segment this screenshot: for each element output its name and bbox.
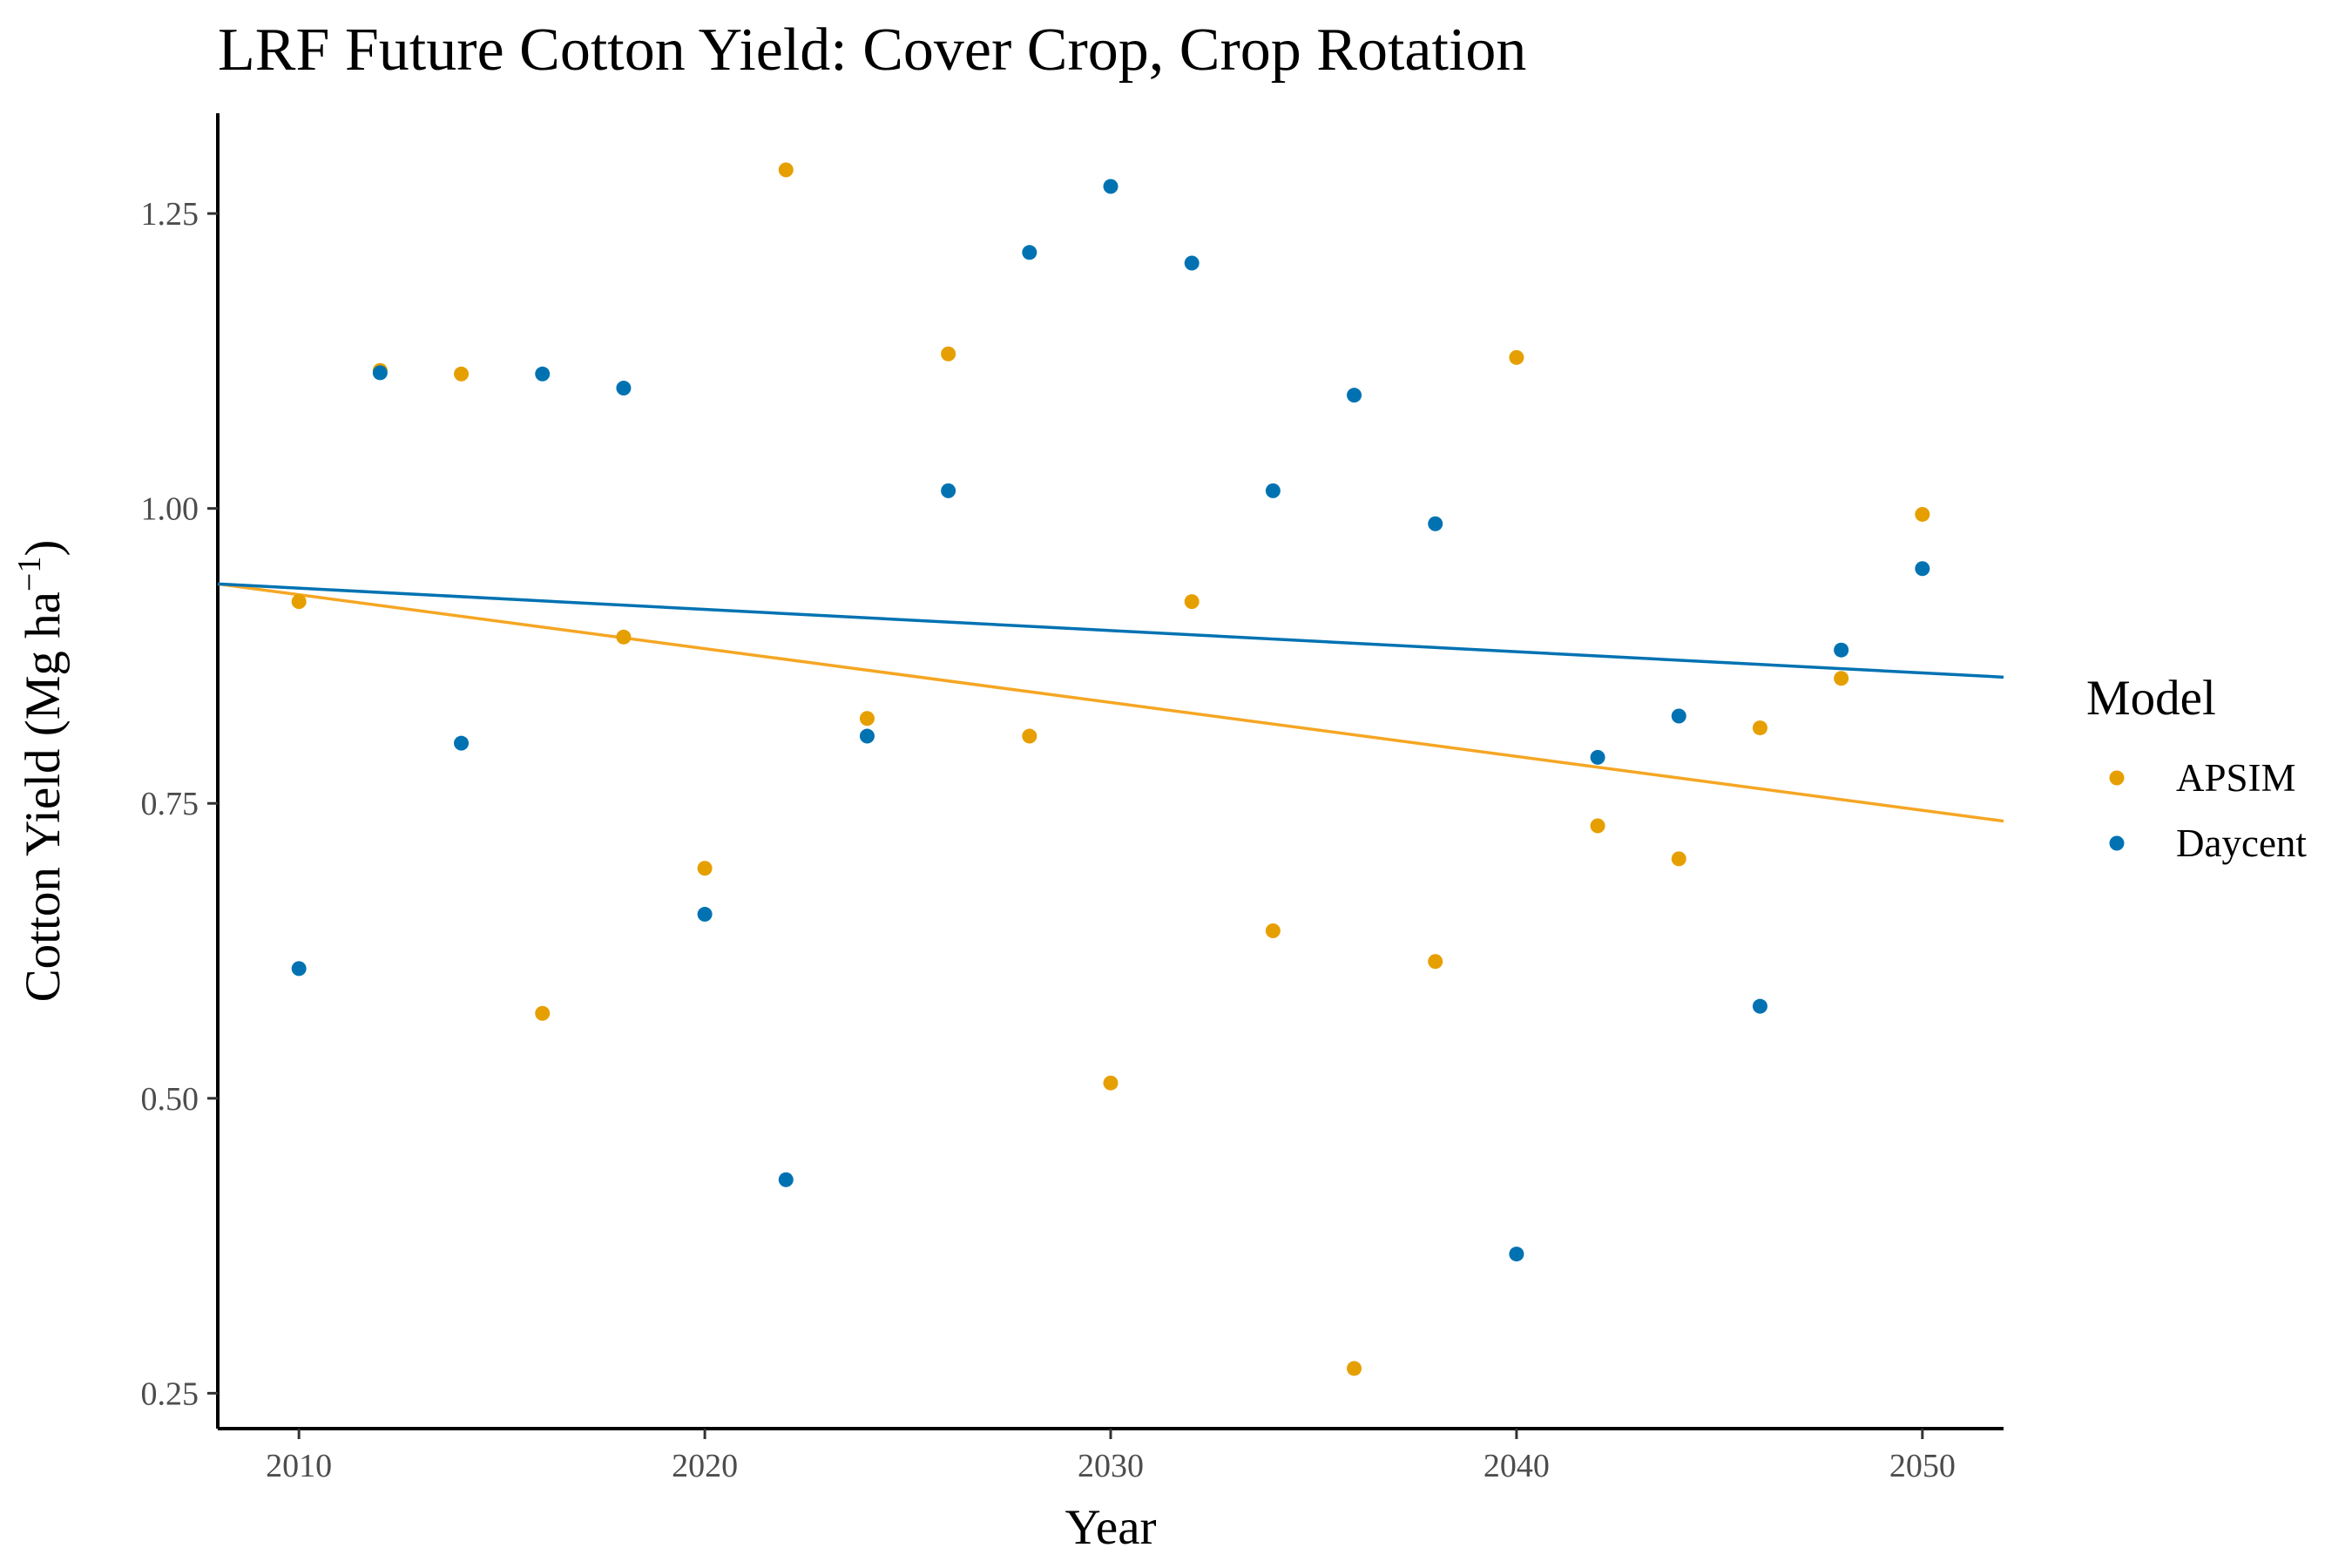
y-tick-label: 0.25 <box>141 1375 199 1412</box>
y-axis-title: Cotton Yield (Mg ha−1) <box>11 540 71 1003</box>
point-apsim <box>291 594 307 610</box>
point-apsim <box>1022 728 1037 744</box>
point-apsim <box>1590 818 1605 834</box>
point-daycent <box>1347 388 1362 403</box>
point-apsim <box>1509 349 1524 365</box>
point-apsim <box>454 366 470 382</box>
point-apsim <box>1428 954 1443 970</box>
point-daycent <box>454 735 470 751</box>
y-tick-label: 0.75 <box>141 786 199 822</box>
point-apsim <box>1347 1361 1362 1376</box>
trend-line-daycent <box>217 582 2004 679</box>
point-apsim <box>1834 671 1849 686</box>
axes <box>216 113 2004 1430</box>
point-apsim <box>1184 594 1200 610</box>
y-axis-title-close: ) <box>16 540 71 557</box>
point-daycent <box>778 1172 794 1187</box>
point-daycent <box>1428 516 1443 531</box>
trend-lines <box>217 582 2004 823</box>
y-tick-label: 0.50 <box>141 1081 199 1118</box>
point-daycent <box>535 366 551 382</box>
point-apsim <box>859 711 875 727</box>
point-apsim <box>1915 506 1930 522</box>
x-tick-label: 2010 <box>266 1448 332 1484</box>
point-daycent <box>941 483 956 498</box>
point-daycent <box>1103 179 1119 194</box>
x-tick-label: 2030 <box>1078 1448 1144 1484</box>
x-axis-title: Year <box>1064 1500 1156 1555</box>
point-apsim <box>616 629 632 645</box>
x-axis-ticks: 2010 2020 2030 2040 2050 <box>266 1429 1956 1484</box>
point-daycent <box>1184 255 1200 271</box>
legend: Model APSIM Daycent <box>2086 671 2307 865</box>
legend-key-daycent <box>2109 835 2125 851</box>
legend-key-apsim <box>2109 770 2125 786</box>
point-daycent <box>1671 708 1686 724</box>
point-daycent <box>697 907 713 923</box>
point-daycent <box>1590 749 1605 765</box>
y-axis-title-main: Cotton Yield (Mg ha <box>16 591 71 1002</box>
y-axis-title-superscript: −1 <box>11 557 48 591</box>
y-axis-ticks: 0.25 0.50 0.75 1.00 1.25 <box>141 196 218 1412</box>
x-tick-label: 2050 <box>1889 1448 1956 1484</box>
point-daycent <box>291 961 307 977</box>
trend-line-apsim <box>217 582 2004 823</box>
point-daycent <box>1915 561 1930 577</box>
point-daycent <box>616 381 632 396</box>
point-daycent <box>372 365 388 381</box>
point-daycent <box>1509 1247 1524 1262</box>
point-daycent <box>1752 998 1767 1014</box>
point-daycent <box>1834 642 1849 658</box>
point-apsim <box>941 346 956 362</box>
point-apsim <box>535 1005 551 1021</box>
point-daycent <box>1265 483 1281 498</box>
y-tick-label: 1.00 <box>141 491 199 528</box>
point-apsim <box>1752 720 1767 736</box>
legend-label-apsim: APSIM <box>2176 756 2296 800</box>
y-tick-label: 1.25 <box>141 196 199 233</box>
point-daycent <box>859 728 875 744</box>
point-apsim <box>1103 1075 1119 1091</box>
data-points <box>291 162 1930 1376</box>
x-tick-label: 2040 <box>1484 1448 1550 1484</box>
point-apsim <box>778 162 794 178</box>
point-apsim <box>1265 923 1281 939</box>
x-tick-label: 2020 <box>672 1448 738 1484</box>
legend-title: Model <box>2086 671 2216 726</box>
point-daycent <box>1022 245 1037 260</box>
point-apsim <box>697 861 713 876</box>
legend-label-daycent: Daycent <box>2176 821 2307 865</box>
point-apsim <box>1671 851 1686 867</box>
chart-title: LRF Future Cotton Yield: Cover Crop, Cro… <box>218 17 1526 84</box>
